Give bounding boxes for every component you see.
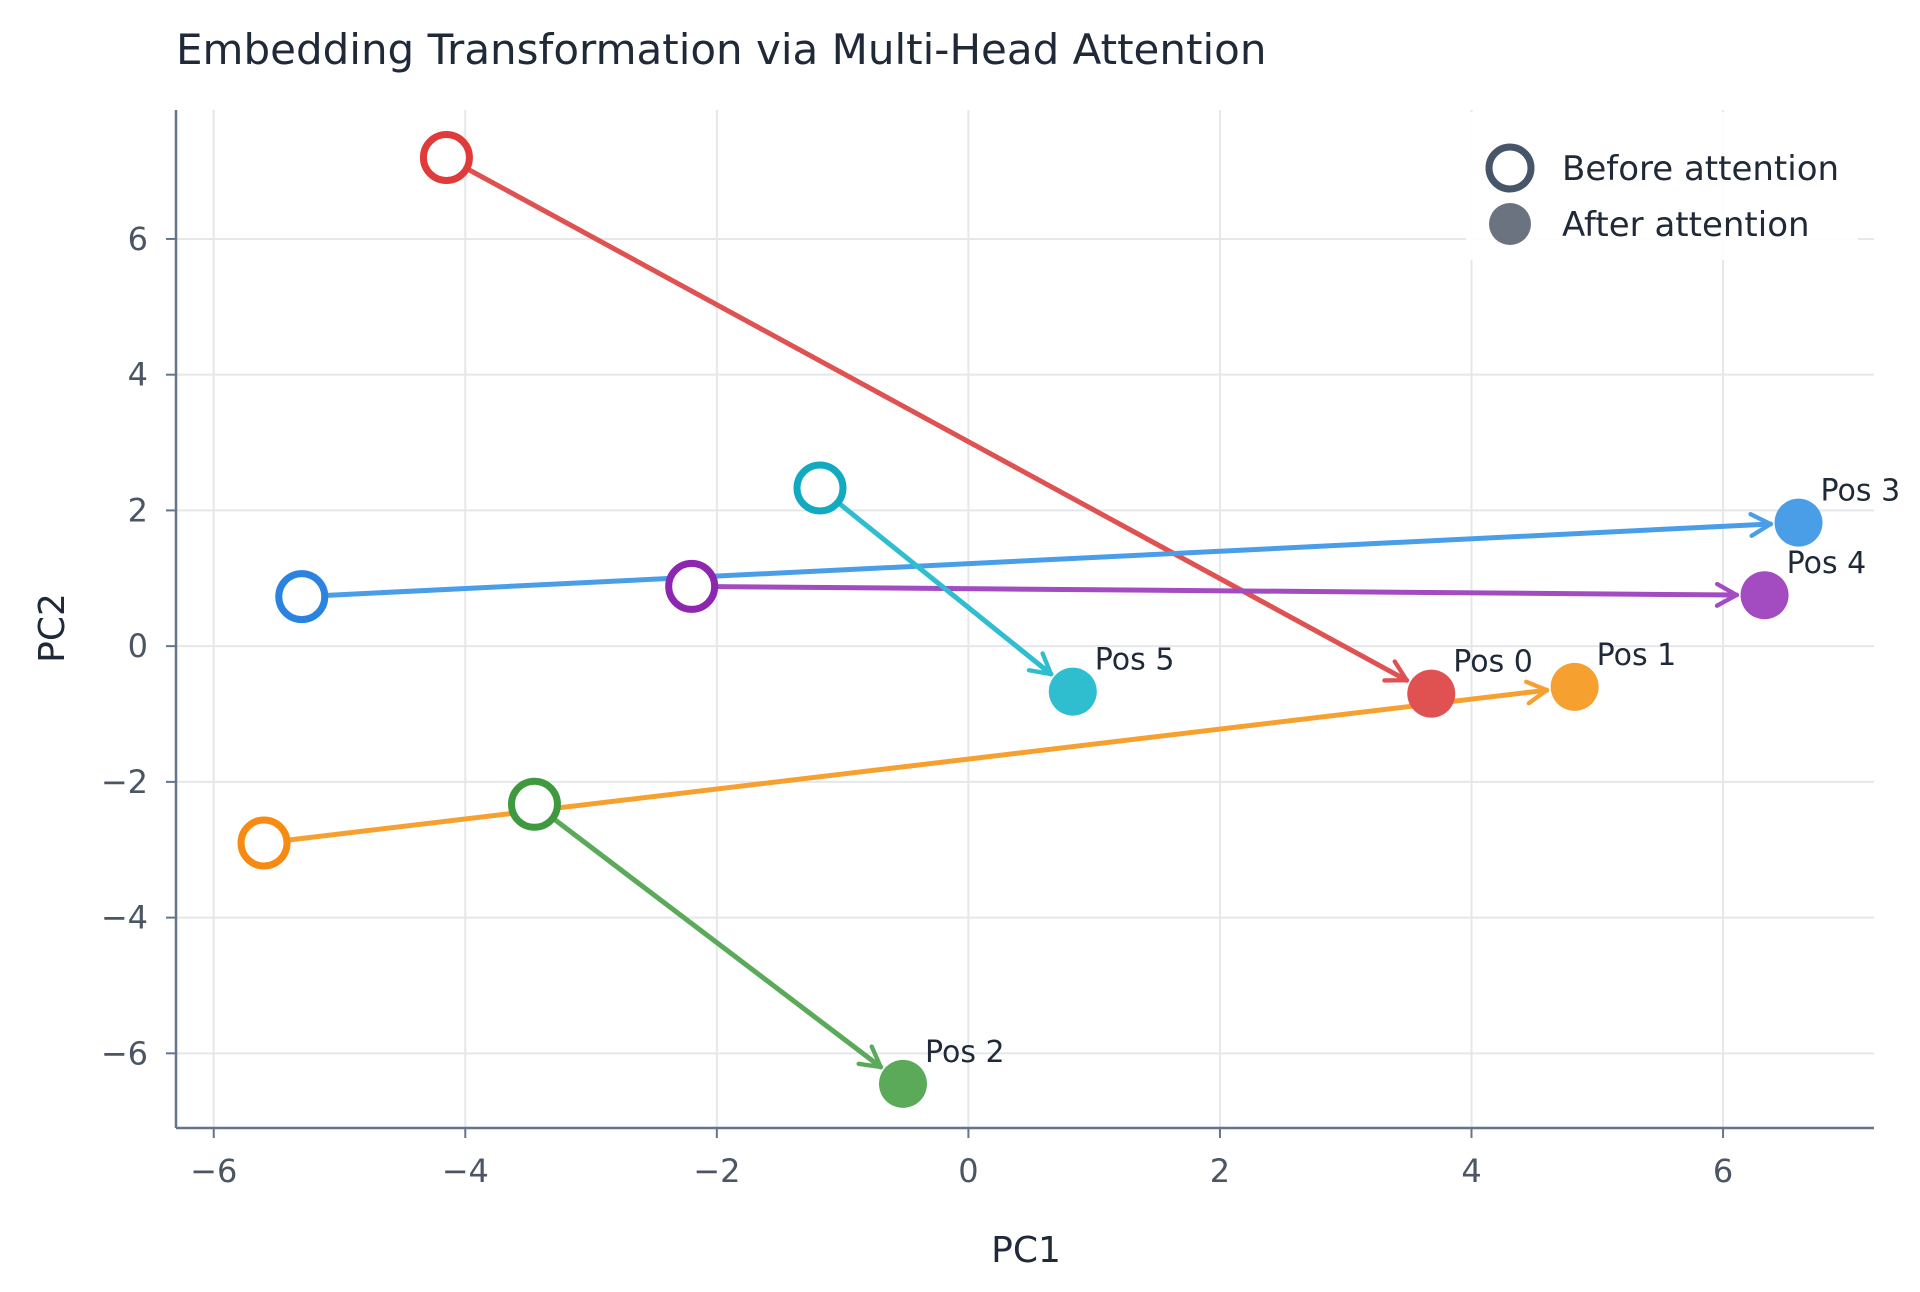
point-label-pos-3: Pos 3 [1821, 474, 1901, 509]
point-label-pos-1: Pos 1 [1597, 638, 1677, 673]
x-tick-label: −6 [190, 1152, 237, 1190]
point-label-pos-0: Pos 0 [1453, 645, 1533, 680]
after-point-pos-2 [878, 1059, 927, 1108]
legend-box [1466, 112, 1858, 260]
x-tick-label: 4 [1461, 1152, 1481, 1190]
arrow-pos-2 [550, 815, 884, 1070]
legend-label: Before attention [1562, 149, 1839, 189]
arrow-pos-1 [284, 679, 1550, 843]
before-point-pos-0 [419, 131, 473, 185]
x-tick-label: −4 [442, 1152, 489, 1190]
axes: −6 −4 −2 0 2 4 6 −6 −4 −2 0 2 4 6 [101, 110, 1874, 1190]
chart-title: Embedding Transformation via Multi-Head … [176, 25, 1266, 74]
points [237, 131, 1823, 1108]
y-tick-label: 4 [128, 356, 148, 394]
y-tick-label: −2 [101, 763, 148, 801]
after-point-pos-1 [1550, 662, 1599, 711]
point-label-pos-5: Pos 5 [1095, 643, 1175, 678]
before-point-pos-5 [793, 461, 847, 515]
arrow-pos-4 [712, 581, 1740, 608]
before-point-pos-3 [275, 570, 329, 624]
grid [176, 110, 1874, 1128]
point-label-pos-4: Pos 4 [1787, 546, 1867, 581]
arrows [284, 166, 1774, 1070]
arrow-pos-3 [322, 511, 1774, 598]
y-tick-label: 0 [128, 627, 148, 665]
legend: Before attention After attention [1466, 112, 1858, 260]
point-label-pos-2: Pos 2 [925, 1035, 1005, 1070]
x-tick-label: 6 [1713, 1152, 1733, 1190]
x-tick-label: −2 [693, 1152, 740, 1190]
after-point-pos-4 [1740, 571, 1789, 620]
arrow-pos-5 [835, 499, 1054, 677]
legend-marker-after [1489, 203, 1531, 245]
x-axis-label: PC1 [991, 1230, 1061, 1271]
y-tick-label: 2 [128, 491, 148, 529]
before-point-pos-4 [665, 559, 719, 613]
y-axis-label: PC2 [32, 593, 73, 663]
legend-marker-before [1485, 143, 1535, 193]
y-tick-label: −6 [101, 1034, 148, 1072]
x-tick-label: 0 [958, 1152, 978, 1190]
y-tick-label: −4 [101, 899, 148, 937]
before-point-pos-2 [507, 777, 561, 831]
before-point-pos-1 [237, 816, 291, 870]
after-point-pos-5 [1048, 667, 1097, 716]
x-tick-label: 2 [1210, 1152, 1230, 1190]
after-point-pos-0 [1407, 669, 1456, 718]
arrow-pos-0 [464, 166, 1410, 683]
legend-label: After attention [1562, 205, 1810, 245]
after-point-pos-3 [1774, 498, 1823, 547]
point-labels: Pos 0 Pos 1 Pos 2 Pos 3 Pos 4 Pos 5 [925, 474, 1900, 1070]
y-tick-label: 6 [128, 220, 148, 258]
